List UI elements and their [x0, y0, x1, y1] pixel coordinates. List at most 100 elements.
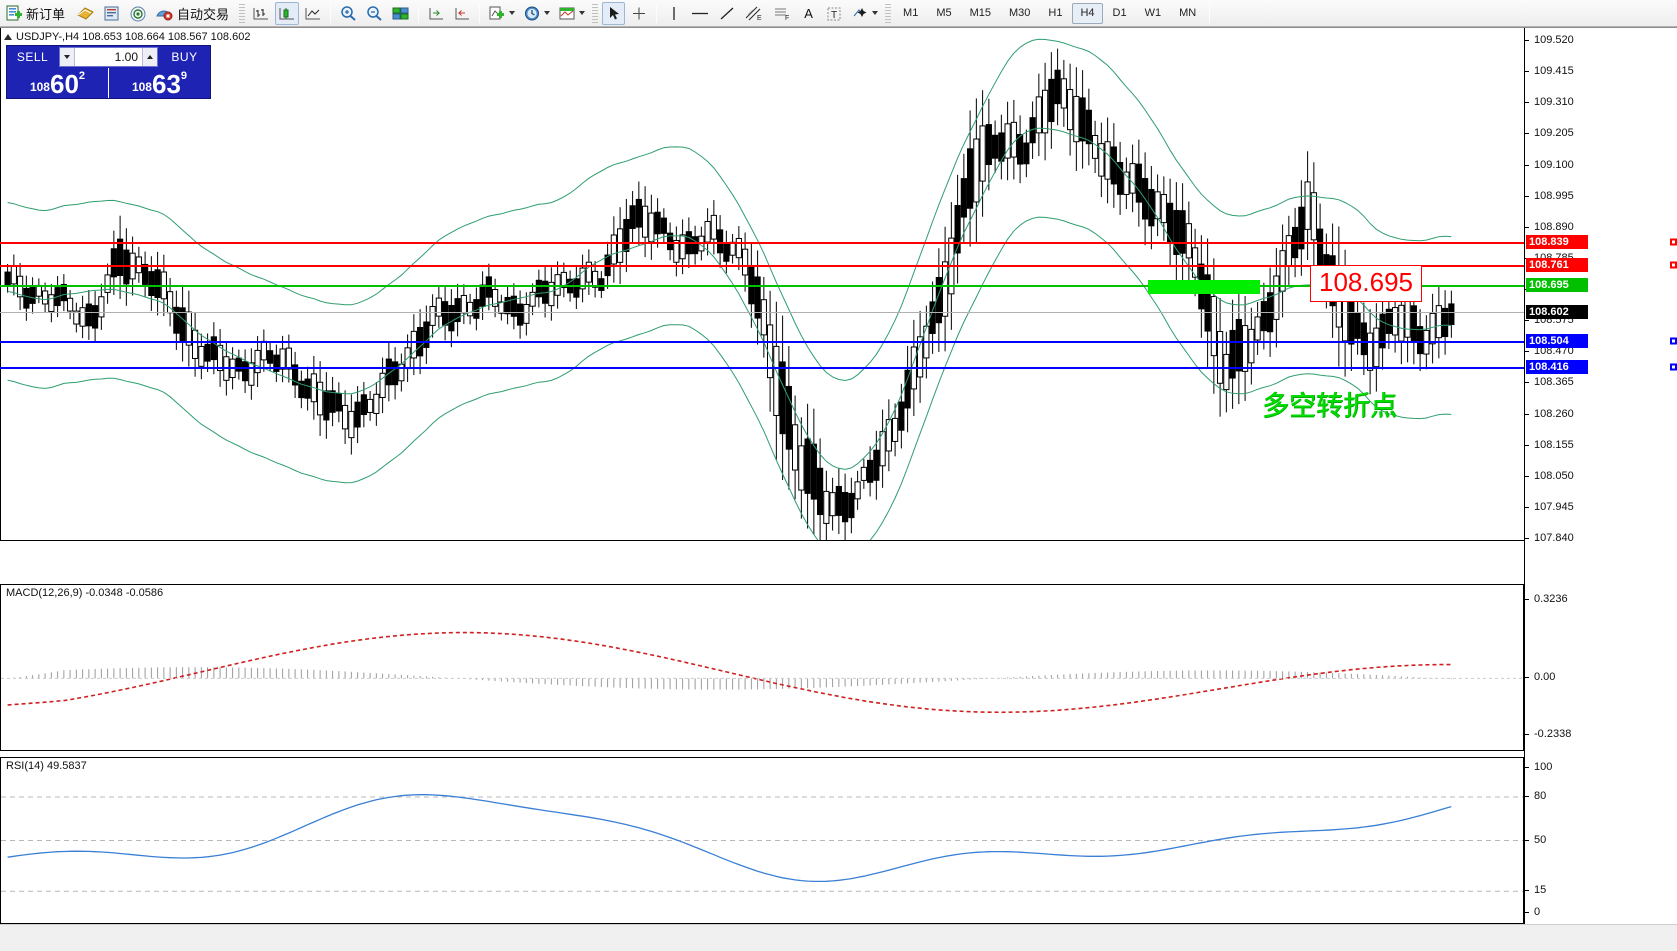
- buy-price-integer: 108: [131, 80, 152, 94]
- price-tick-label: 107.945: [1534, 500, 1574, 513]
- fibonacci-tool-button[interactable]: F: [769, 2, 795, 25]
- rsi-tick-mark: [1525, 767, 1529, 768]
- volume-value[interactable]: 1.00: [114, 50, 138, 64]
- resistance-line-1[interactable]: [0, 241, 1524, 244]
- support-line-2-handle[interactable]: [1670, 363, 1677, 371]
- price-tick-mark: [1525, 538, 1529, 539]
- price-tick-label: 109.520: [1534, 34, 1574, 46]
- price-tick-label: 109.415: [1534, 65, 1574, 78]
- one-click-price-row: 108 60 2 108 63 9: [7, 68, 210, 98]
- metaeditor-button[interactable]: [100, 2, 124, 25]
- timeframe-h4[interactable]: H4: [1072, 2, 1103, 24]
- zoom-out-button[interactable]: [362, 2, 386, 25]
- collapse-triangle-icon[interactable]: [4, 34, 12, 40]
- vertical-line-tool-button[interactable]: [662, 2, 685, 25]
- cursor-arrow-icon: [609, 6, 619, 19]
- chart-shift-icon: [429, 7, 444, 19]
- sell-price-display[interactable]: 108 60 2: [7, 68, 108, 98]
- price-axis[interactable]: 109.520 109.415 109.310 109.205 109.100 108.9…: [1524, 28, 1677, 924]
- timeframe-w1[interactable]: W1: [1144, 7, 1162, 19]
- price-tick-label: 108.890: [1534, 220, 1574, 233]
- chart-window: USDJPY-,H4 108.653 108.664 108.567 108.6…: [0, 27, 1677, 951]
- objects-caret-icon[interactable]: [872, 11, 879, 15]
- text-tool-label: A: [804, 5, 813, 21]
- resistance-line-2-tag[interactable]: 108.761: [1526, 257, 1588, 272]
- volume-field[interactable]: 1.00: [59, 47, 158, 67]
- rsi-tick-label: 15: [1534, 884, 1547, 897]
- macd-tick-mark: [1525, 677, 1529, 679]
- bar-chart-button[interactable]: [249, 2, 273, 25]
- timeframe-m15[interactable]: M15: [969, 7, 991, 19]
- line-chart-button[interactable]: [301, 2, 325, 25]
- timeframe-m30[interactable]: M30: [1009, 7, 1031, 19]
- crosshair-tool-button[interactable]: [627, 2, 651, 25]
- objects-icon: [853, 7, 867, 17]
- support-line-1[interactable]: [0, 341, 1524, 344]
- rsi-tick-mark: [1525, 839, 1529, 841]
- current-price-line: [0, 312, 1524, 314]
- add-indicator-button[interactable]: [485, 2, 518, 25]
- tile-windows-button[interactable]: [388, 2, 413, 25]
- buy-price-display[interactable]: 108 63 9: [108, 68, 210, 98]
- resistance-line-1-handle[interactable]: [1670, 238, 1677, 246]
- zoom-out-icon: [367, 5, 382, 21]
- text-label-tool-button[interactable]: T: [822, 2, 846, 25]
- resistance-line-1-tag[interactable]: 108.839: [1526, 234, 1588, 249]
- templates-caret-icon[interactable]: [579, 11, 586, 15]
- horizontal-line-tool-button[interactable]: [687, 2, 713, 25]
- cursor-tool-button[interactable]: [602, 1, 626, 25]
- svg-text:E: E: [757, 15, 762, 22]
- chart-shift-button[interactable]: [424, 2, 448, 25]
- market-button[interactable]: 自动交易: [152, 2, 235, 25]
- pivot-line-tag[interactable]: 108.695: [1526, 277, 1588, 292]
- toolbar-grip-2[interactable]: [592, 3, 599, 23]
- timeframe-m5[interactable]: M5: [936, 7, 952, 19]
- toolbar-grip-3[interactable]: [885, 3, 892, 23]
- timeframe-d1[interactable]: D1: [1112, 7, 1127, 19]
- price-tick-mark: [1525, 413, 1529, 415]
- one-click-trading-panel[interactable]: SELL 1.00 BUY 108 60 2 108 63 9: [6, 45, 211, 99]
- support-line-1-handle[interactable]: [1670, 337, 1677, 345]
- period-button[interactable]: [520, 2, 553, 25]
- highlight-zone-rectangle[interactable]: [1148, 279, 1260, 294]
- current-price-line-tag[interactable]: 108.602: [1526, 305, 1588, 320]
- buy-price-fraction: 9: [180, 70, 188, 82]
- resistance-line-2[interactable]: [0, 264, 1524, 267]
- autotrade-label: 自动交易: [177, 6, 230, 22]
- support-line-2[interactable]: [0, 367, 1524, 370]
- volume-decrement-button[interactable]: [60, 48, 75, 66]
- macd-pane[interactable]: MACD(12,26,9) -0.0348 -0.0586: [0, 584, 1524, 751]
- pivot-line[interactable]: [0, 284, 1524, 287]
- candlestick-chart-button[interactable]: [275, 1, 300, 25]
- price-tick-mark: [1525, 475, 1529, 477]
- expert-advisors-button[interactable]: [73, 2, 98, 25]
- support-line-2-tag[interactable]: 108.416: [1526, 360, 1588, 375]
- trendline-tool-button[interactable]: [715, 2, 739, 25]
- new-order-button[interactable]: 新订单: [3, 2, 71, 25]
- zoom-in-button[interactable]: [336, 2, 360, 25]
- templates-button[interactable]: [555, 2, 588, 25]
- equidistant-channel-tool-button[interactable]: E: [741, 2, 767, 25]
- signals-button[interactable]: [126, 2, 150, 25]
- resistance-line-2-handle[interactable]: [1670, 261, 1677, 269]
- add-indicator-caret-icon[interactable]: [509, 11, 516, 15]
- price-callout-annotation[interactable]: 108.695: [1310, 264, 1422, 302]
- one-click-top-row: SELL 1.00 BUY: [7, 46, 210, 68]
- timeframe-mn[interactable]: MN: [1179, 7, 1197, 19]
- objects-list-button[interactable]: [848, 2, 881, 25]
- add-indicator-icon: [489, 6, 505, 19]
- buy-button[interactable]: BUY: [171, 50, 198, 64]
- timeframe-h1[interactable]: H1: [1048, 7, 1063, 19]
- period-caret-icon[interactable]: [544, 11, 551, 15]
- timeframe-m1[interactable]: M1: [903, 7, 919, 19]
- price-tick-mark: [1525, 40, 1529, 41]
- chart-autoscroll-button[interactable]: [450, 2, 474, 25]
- volume-increment-button[interactable]: [142, 48, 157, 66]
- support-line-1-tag[interactable]: 108.504: [1526, 334, 1588, 349]
- text-tool-button[interactable]: A: [797, 2, 820, 25]
- sell-button[interactable]: SELL: [16, 50, 49, 64]
- chinese-text-annotation[interactable]: 多空转折点: [1262, 390, 1397, 422]
- toolbar-grip[interactable]: [239, 3, 246, 23]
- rsi-pane[interactable]: RSI(14) 49.5837: [0, 757, 1524, 924]
- price-pane[interactable]: [0, 28, 1524, 541]
